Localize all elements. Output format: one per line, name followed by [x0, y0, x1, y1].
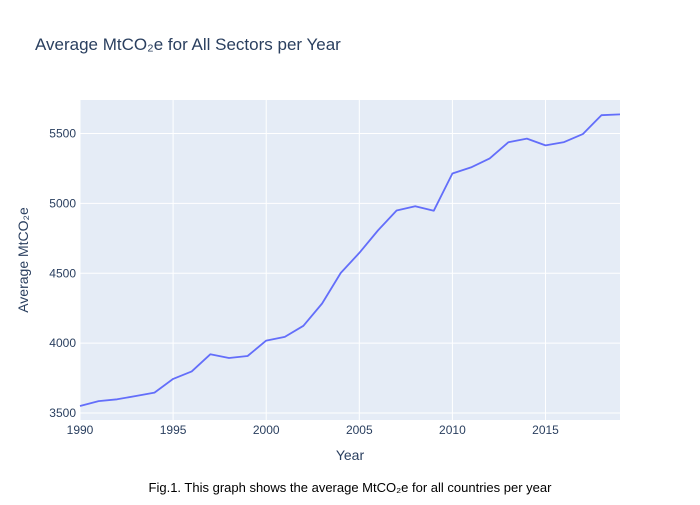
plot-area: [80, 100, 620, 420]
figure-caption: Fig.1. This graph shows the average MtCO…: [149, 480, 553, 495]
x-tick-labels: 1990 1995 2000 2005 2010 2015: [67, 423, 560, 437]
y-tick-label: 4000: [49, 336, 76, 350]
y-tick-label: 3500: [49, 406, 76, 420]
y-axis-title: Average MtCO₂e: [15, 207, 31, 313]
chart-title: Average MtCO₂e for All Sectors per Year: [35, 35, 341, 54]
x-tick-label: 1995: [160, 423, 187, 437]
y-tick-label: 5500: [49, 127, 76, 141]
y-tick-label: 5000: [49, 196, 76, 210]
x-tick-label: 2010: [439, 423, 466, 437]
y-tick-label: 4500: [49, 266, 76, 280]
y-tick-labels: 3500 4000 4500 5000 5500: [49, 127, 76, 420]
x-tick-label: 1990: [67, 423, 94, 437]
x-tick-label: 2015: [532, 423, 559, 437]
x-tick-label: 2000: [253, 423, 280, 437]
x-tick-label: 2005: [346, 423, 373, 437]
x-axis-title: Year: [336, 447, 365, 463]
